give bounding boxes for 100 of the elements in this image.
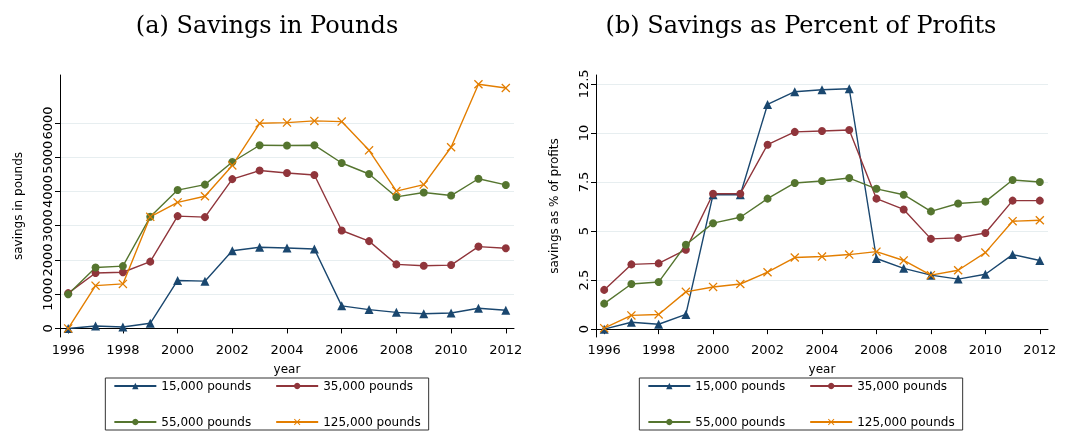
point (200, 191, 210, 201)
point (872, 184, 881, 193)
point (1008, 176, 1017, 184)
legend-label: 125,000 pounds (323, 415, 421, 429)
legend-label: 35,000 pounds (323, 379, 414, 393)
x-tick-label: 2008 (379, 342, 413, 357)
point (419, 261, 428, 270)
y-tick-label: 7.5 (576, 171, 591, 193)
x-tick-label: 2002 (215, 342, 249, 357)
point (627, 280, 636, 289)
point (736, 213, 745, 222)
point (790, 127, 799, 136)
y-tick-label: 3000 (40, 209, 55, 243)
point (899, 205, 908, 214)
point (899, 263, 909, 273)
point (654, 259, 663, 268)
point (600, 299, 609, 308)
point (200, 213, 209, 222)
y-tick-label: 1000 (40, 277, 55, 311)
point (118, 262, 127, 271)
chart-title: (a) Savings in Pounds (135, 11, 399, 39)
point (337, 117, 347, 127)
x-tick-label: 2012 (489, 342, 523, 357)
point (364, 145, 374, 155)
point (283, 168, 291, 177)
point (228, 175, 237, 184)
point (447, 191, 456, 200)
point (446, 142, 456, 152)
y-axis-title: savings in pounds (11, 151, 25, 261)
point (146, 257, 155, 266)
point (627, 260, 636, 269)
point (980, 269, 990, 279)
point (501, 180, 510, 189)
point (227, 160, 237, 170)
y-tick-label: 12.5 (576, 69, 591, 99)
y-tick-label: 6000 (40, 106, 55, 140)
point (173, 186, 182, 195)
point (447, 261, 456, 270)
y-tick-label: 0 (40, 324, 55, 333)
point (118, 322, 128, 332)
point (790, 253, 800, 263)
point (282, 243, 292, 253)
point (1008, 196, 1017, 205)
chart-title: (b) Savings as Percent of Profits (605, 11, 997, 39)
point (337, 159, 346, 168)
point (735, 279, 745, 289)
point (845, 174, 854, 183)
point (255, 141, 264, 150)
point (364, 305, 374, 315)
point (392, 192, 401, 201)
point (200, 276, 210, 286)
point (473, 303, 483, 313)
y-tick-label: 5 (576, 226, 591, 236)
legend-label: 55,000 pounds (695, 415, 786, 429)
point (626, 317, 636, 327)
x-axis-title: year (273, 362, 301, 376)
y-axis-title: savings as % of profits (547, 138, 561, 274)
point (1035, 196, 1044, 205)
point (419, 188, 428, 197)
point (817, 85, 827, 95)
point (818, 176, 826, 185)
y-tick-label: 2000 (40, 243, 55, 277)
point (845, 125, 854, 134)
point (817, 252, 827, 262)
point (818, 126, 826, 135)
point (392, 260, 401, 269)
point (926, 234, 935, 243)
x-tick-label: 2002 (751, 342, 785, 357)
point (391, 307, 401, 317)
x-tick-label: 1996 (587, 342, 621, 357)
point (419, 180, 429, 190)
point (283, 141, 291, 150)
x-axis-title: year (808, 362, 836, 376)
point (1035, 177, 1044, 186)
point (310, 171, 319, 179)
point (200, 180, 209, 189)
point (501, 305, 511, 315)
x-tick-label: 2006 (859, 342, 893, 357)
point (91, 263, 100, 272)
point (709, 219, 718, 228)
point (763, 140, 772, 149)
x-tick-label: 2004 (805, 342, 839, 357)
legend-label: 55,000 pounds (161, 415, 252, 429)
point (474, 242, 483, 251)
point (173, 275, 183, 285)
point (255, 166, 264, 175)
point (953, 274, 963, 284)
point (872, 194, 881, 203)
y-tick-label: 4000 (40, 174, 55, 208)
x-tick-label: 2008 (914, 342, 948, 357)
x-tick-label: 2012 (1023, 342, 1057, 357)
legend-label: 35,000 pounds (857, 379, 948, 393)
point (1008, 216, 1018, 226)
point (953, 265, 963, 275)
x-tick-label: 2010 (434, 342, 468, 357)
x-tick-label: 2004 (270, 342, 304, 357)
point (1035, 255, 1045, 265)
point (763, 267, 773, 277)
y-tick-label: 10 (576, 124, 591, 142)
x-tick-label: 1998 (106, 342, 140, 357)
